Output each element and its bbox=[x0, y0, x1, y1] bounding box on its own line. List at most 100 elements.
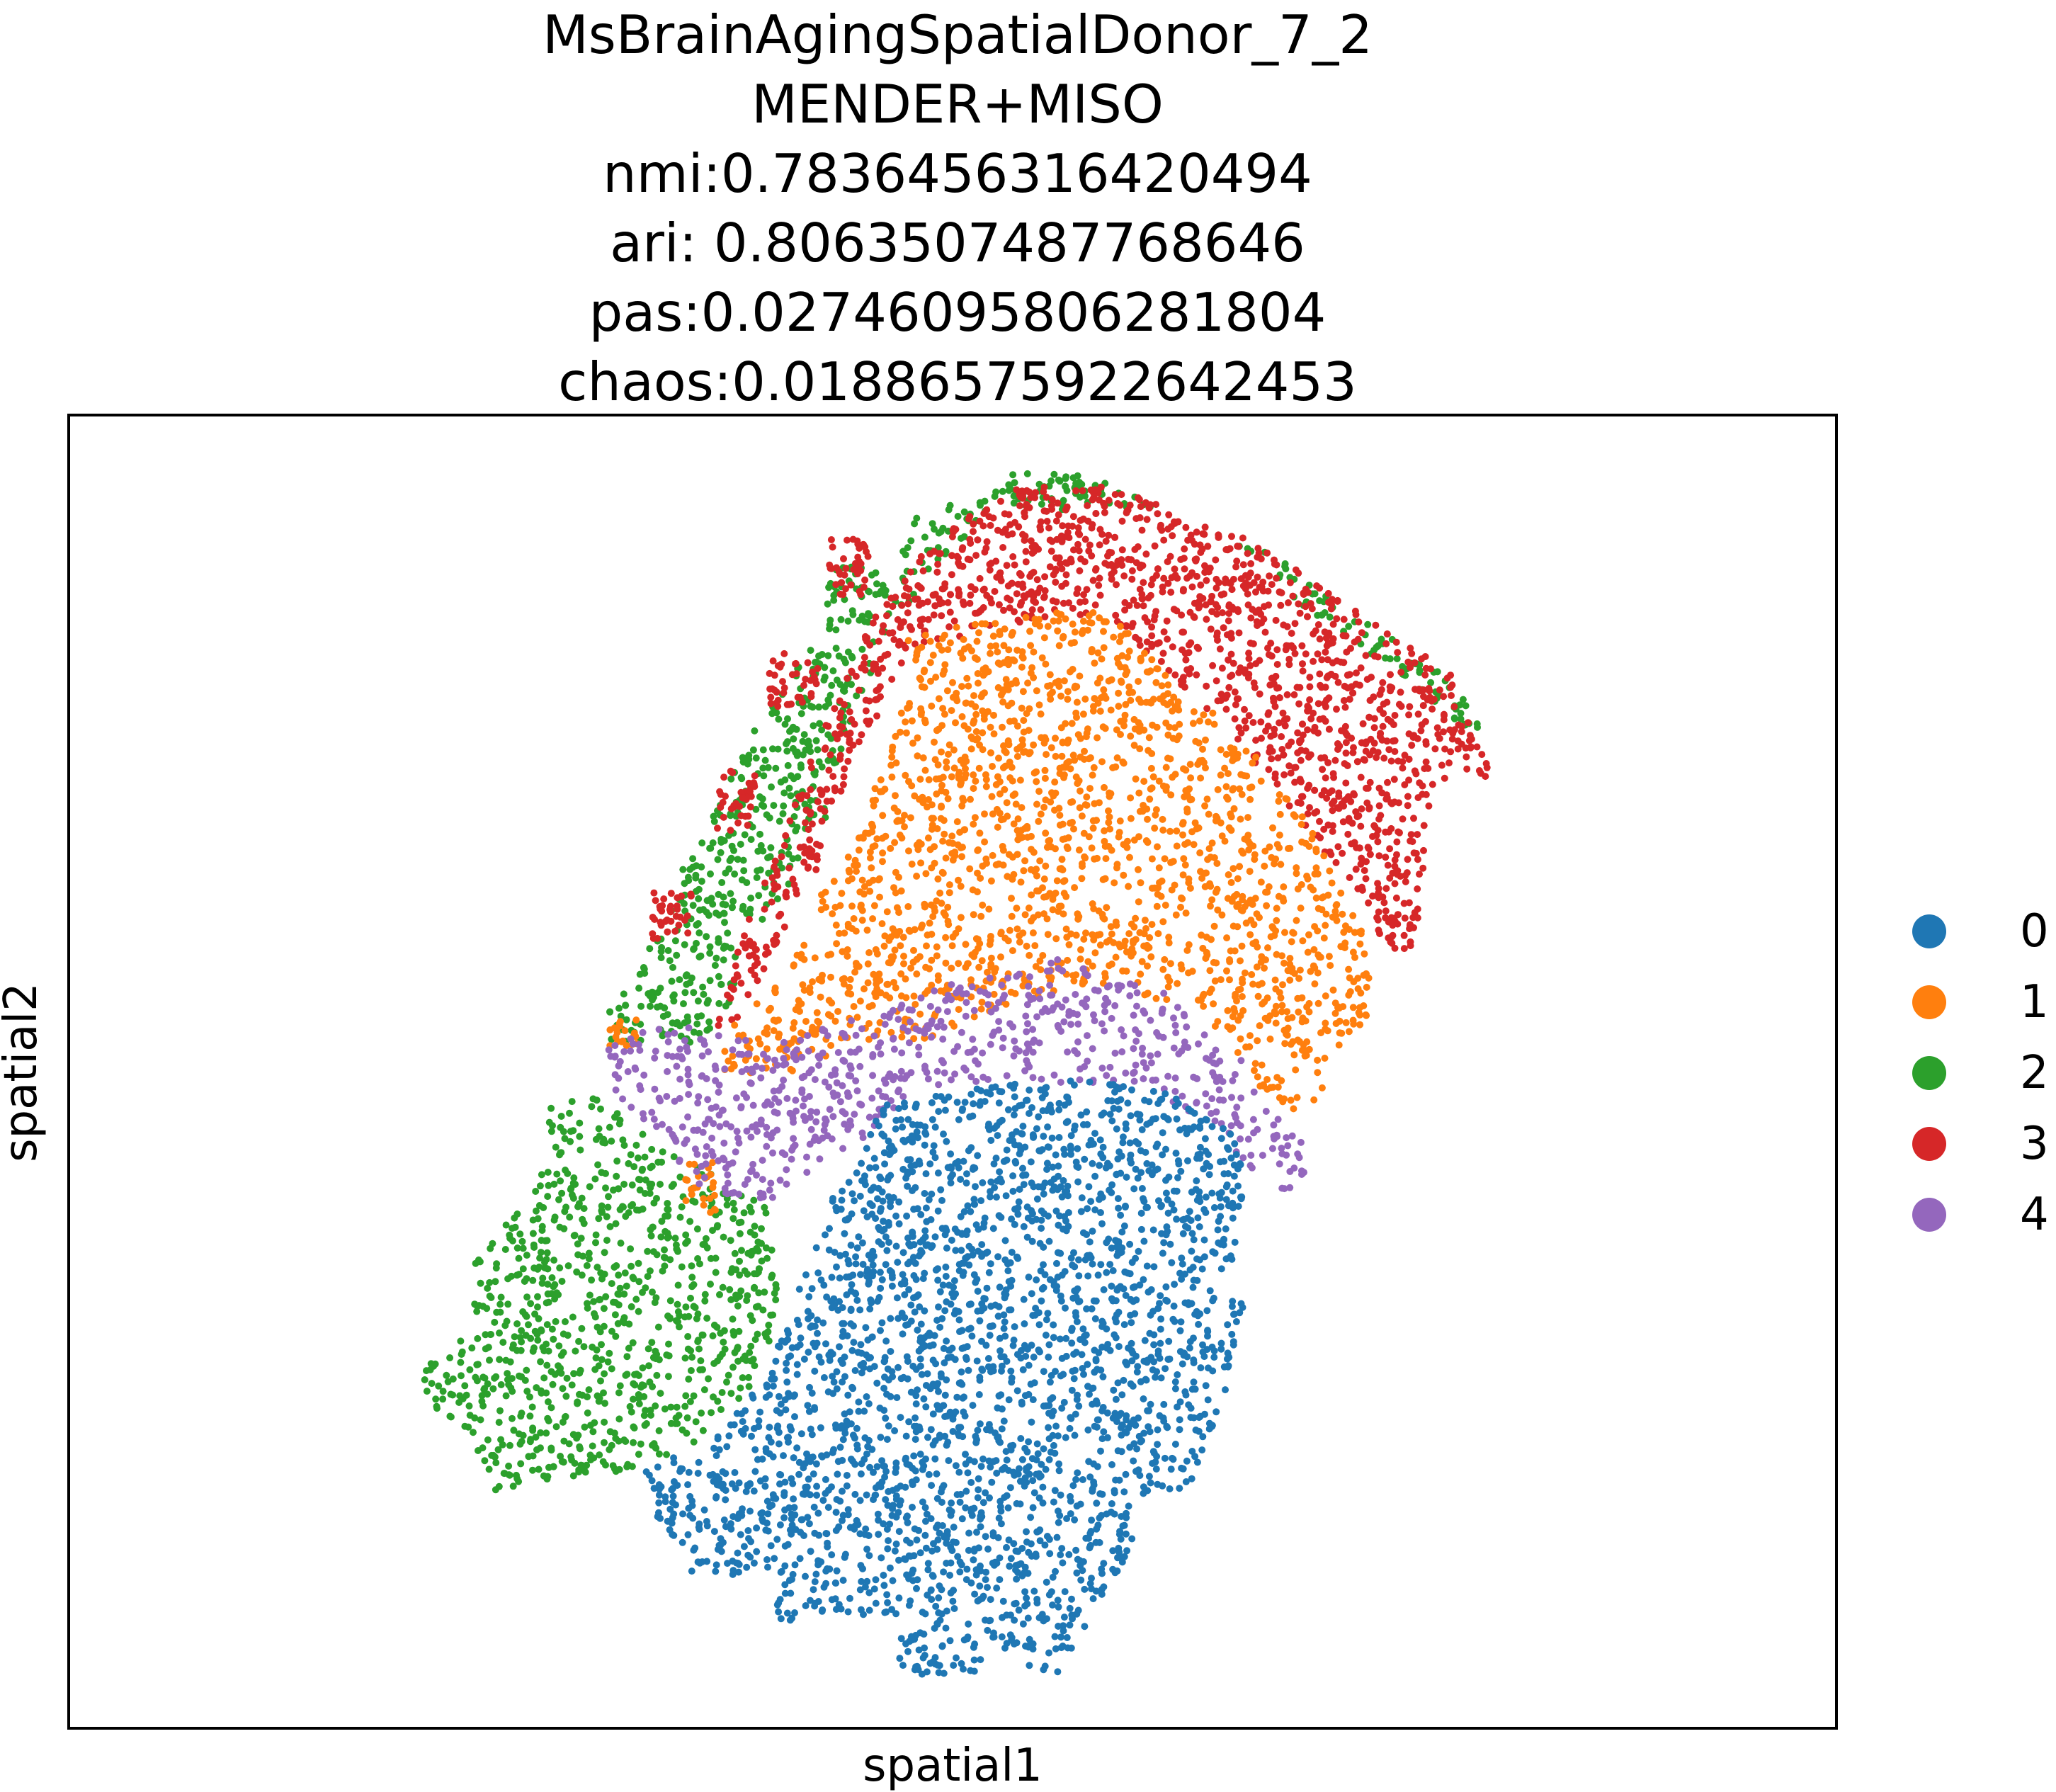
cell-point bbox=[758, 1240, 765, 1247]
cell-point bbox=[718, 1389, 726, 1396]
cell-point bbox=[592, 1231, 600, 1239]
cell-point bbox=[593, 1323, 601, 1331]
cell-point bbox=[753, 874, 761, 881]
cell-point bbox=[837, 745, 845, 753]
cell-point bbox=[518, 1327, 526, 1334]
cell-point bbox=[615, 1437, 623, 1445]
cell-point bbox=[615, 1291, 623, 1298]
cell-point bbox=[758, 1257, 766, 1265]
cell-point bbox=[674, 1419, 681, 1427]
cell-point bbox=[516, 1372, 523, 1380]
cell-point bbox=[772, 1281, 780, 1288]
cell-point bbox=[630, 1380, 637, 1388]
cell-point bbox=[697, 1357, 705, 1365]
cell-point bbox=[568, 1098, 576, 1106]
cell-point bbox=[710, 1393, 717, 1401]
cell-point bbox=[567, 1186, 574, 1193]
cell-point bbox=[527, 1300, 535, 1308]
cell-point bbox=[479, 1303, 487, 1310]
cell-point bbox=[621, 1269, 629, 1277]
cell-point bbox=[658, 1218, 666, 1225]
cell-point bbox=[642, 1284, 649, 1292]
cell-point bbox=[482, 1331, 489, 1339]
cell-point bbox=[543, 1321, 551, 1329]
cell-point bbox=[563, 1374, 571, 1382]
cell-point bbox=[714, 1397, 722, 1405]
cell-point bbox=[635, 1278, 643, 1286]
cell-point bbox=[567, 1138, 574, 1145]
cell-point bbox=[651, 1299, 659, 1306]
cell-point bbox=[574, 1240, 581, 1248]
cell-point bbox=[674, 1318, 682, 1326]
cell-point bbox=[679, 866, 687, 873]
cell-point bbox=[600, 1322, 608, 1330]
cell-point bbox=[602, 1293, 610, 1300]
cell-point bbox=[562, 1393, 570, 1400]
cell-point bbox=[709, 900, 717, 908]
cell-point bbox=[540, 1472, 547, 1480]
cell-point bbox=[690, 1392, 698, 1400]
cell-point bbox=[580, 1343, 588, 1351]
cell-point bbox=[687, 1367, 695, 1374]
cell-point bbox=[457, 1337, 465, 1345]
cell-point bbox=[562, 1318, 569, 1325]
cell-point bbox=[474, 1303, 482, 1310]
cell-point bbox=[560, 1330, 567, 1338]
cell-point bbox=[543, 1299, 550, 1307]
cell-point bbox=[589, 1442, 596, 1450]
cell-point bbox=[627, 1262, 635, 1270]
cell-point bbox=[654, 1323, 662, 1331]
cell-point bbox=[509, 1388, 516, 1395]
cell-point bbox=[604, 1358, 612, 1366]
cell-point bbox=[761, 1288, 768, 1296]
cell-point bbox=[610, 1298, 617, 1306]
cell-point bbox=[682, 1392, 690, 1400]
cell-point bbox=[591, 1175, 599, 1183]
cell-point bbox=[592, 1239, 599, 1247]
cell-point bbox=[768, 1246, 776, 1254]
cell-point bbox=[540, 1374, 548, 1382]
cell-point bbox=[545, 1398, 552, 1406]
cell-point bbox=[552, 1143, 560, 1151]
cell-point bbox=[729, 1363, 737, 1371]
cell-point bbox=[458, 1348, 466, 1356]
cell-point bbox=[627, 1303, 635, 1310]
cell-point bbox=[477, 1416, 484, 1424]
cell-point bbox=[502, 1356, 510, 1364]
cell-point bbox=[657, 1390, 664, 1397]
cell-point bbox=[557, 1149, 565, 1157]
cell-point bbox=[800, 731, 808, 739]
cell-point bbox=[812, 737, 820, 744]
cell-point bbox=[600, 1305, 608, 1312]
cell-point bbox=[598, 1202, 606, 1210]
cell-point bbox=[575, 1466, 583, 1474]
cell-point bbox=[474, 1334, 482, 1342]
cell-point bbox=[598, 1275, 606, 1283]
cell-point bbox=[461, 1422, 469, 1430]
cell-point bbox=[543, 1256, 550, 1264]
cell-point bbox=[555, 1196, 562, 1203]
cell-point bbox=[515, 1271, 523, 1278]
cell-point bbox=[620, 1291, 628, 1298]
cell-point bbox=[539, 1274, 547, 1282]
cell-point bbox=[639, 1130, 647, 1138]
cell-point bbox=[853, 692, 861, 700]
cell-point bbox=[627, 1151, 635, 1159]
cell-point bbox=[659, 1148, 666, 1156]
cell-point bbox=[630, 1439, 637, 1446]
cell-point bbox=[640, 1393, 648, 1400]
cell-point bbox=[496, 1329, 503, 1337]
cell-point bbox=[534, 1337, 542, 1344]
cell-point bbox=[727, 1237, 734, 1244]
cell-point bbox=[761, 1203, 768, 1211]
cell-point bbox=[635, 1391, 642, 1398]
chart-title: MsBrainAgingSpatialDonor_7_2 MENDER+MISO… bbox=[67, 0, 1848, 416]
cell-point bbox=[587, 1422, 594, 1429]
cell-point bbox=[550, 1283, 557, 1291]
cell-point bbox=[496, 1356, 504, 1363]
cell-point bbox=[612, 1220, 620, 1227]
cell-point bbox=[592, 1354, 600, 1362]
cell-point bbox=[620, 1319, 628, 1327]
cell-point bbox=[690, 1303, 698, 1310]
